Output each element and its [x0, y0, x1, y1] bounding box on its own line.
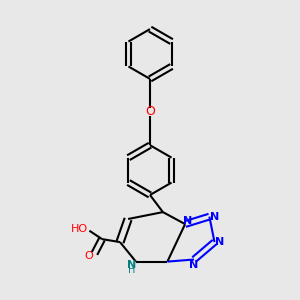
Text: HO: HO [71, 224, 88, 234]
Text: N: N [127, 260, 136, 270]
Text: N: N [183, 216, 192, 226]
Text: O: O [145, 105, 155, 119]
Text: O: O [84, 251, 93, 261]
Text: N: N [215, 237, 224, 247]
Text: H: H [128, 265, 135, 275]
Text: N: N [210, 212, 219, 222]
Text: N: N [190, 260, 199, 270]
